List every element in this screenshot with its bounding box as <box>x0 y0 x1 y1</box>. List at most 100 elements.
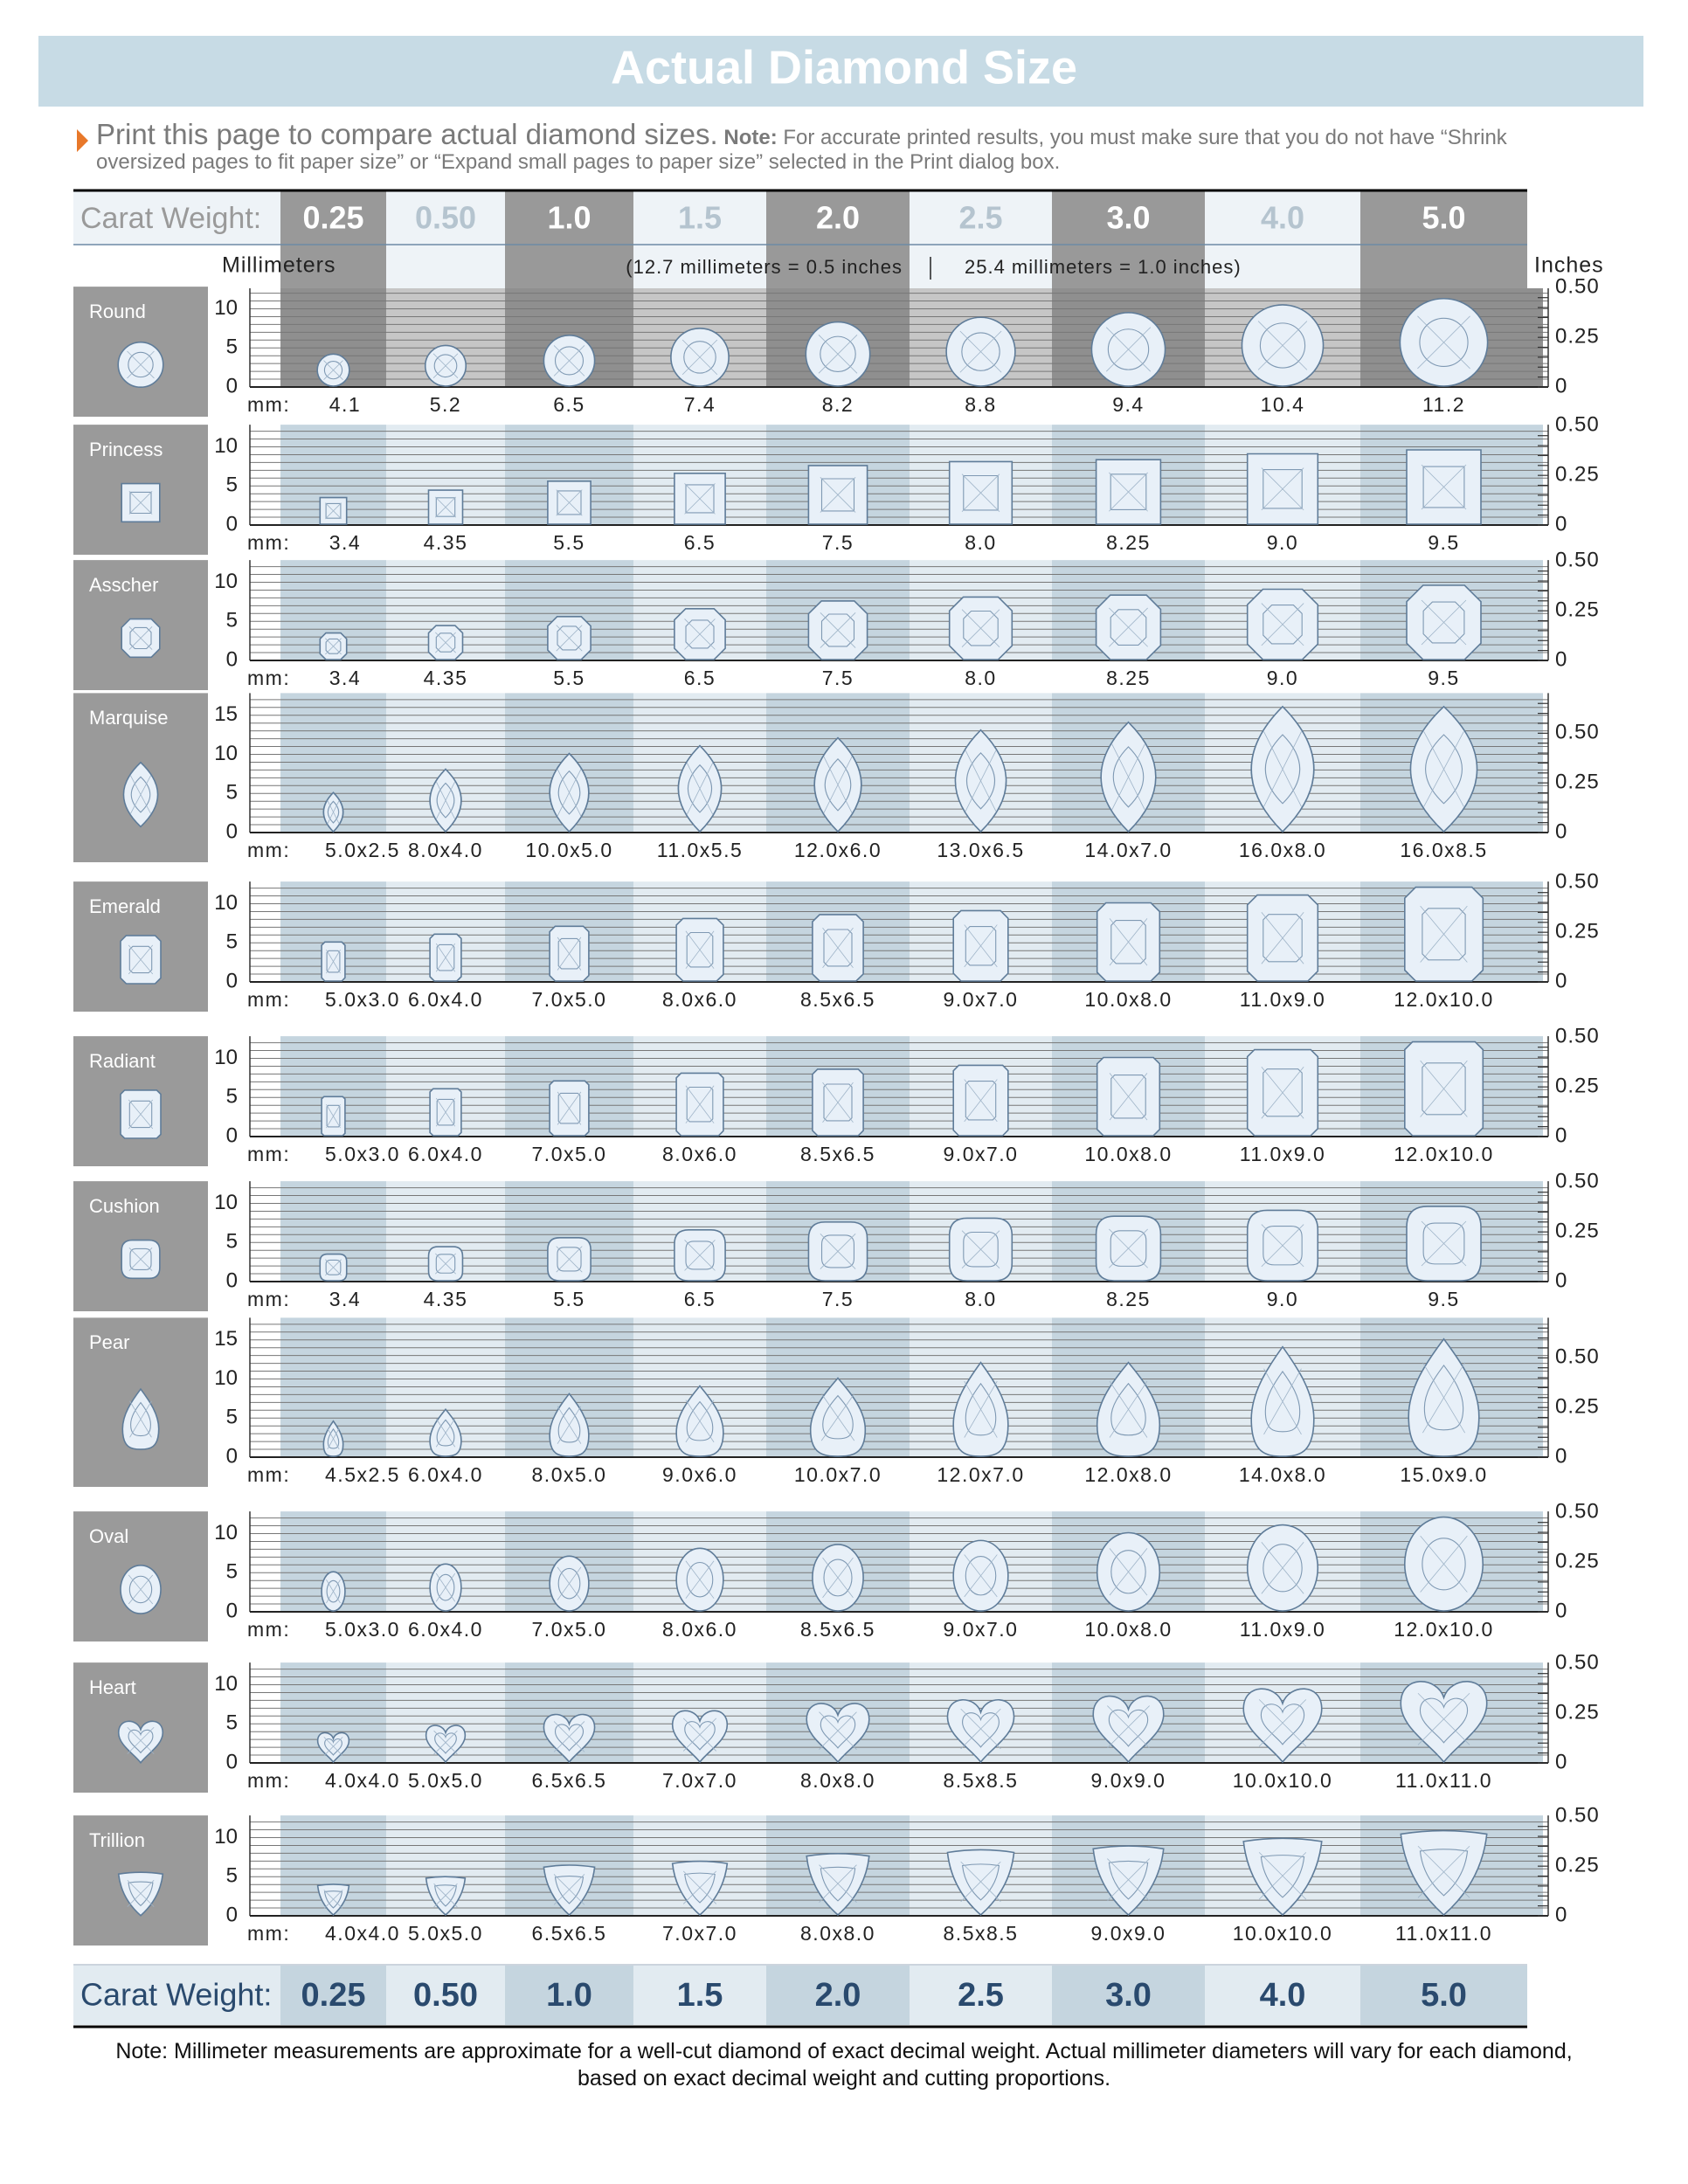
diamond-facet <box>1423 1365 1464 1431</box>
diamond-facet <box>684 1872 716 1904</box>
diamond-facet <box>1420 1535 1468 1593</box>
mm-tick-label: 10 <box>214 1366 238 1390</box>
diamond-facet <box>1107 328 1150 370</box>
mm-size: 10.0x5.0 <box>525 839 612 861</box>
carat-header: 2.5 <box>958 200 1002 236</box>
diamond-facet <box>1422 1537 1466 1591</box>
mm-prefix: mm: <box>247 667 290 689</box>
scale-note: (12.7 millimeters = 0.5 inches <box>626 256 903 278</box>
carat-header: 2.0 <box>816 200 860 236</box>
mm-tick-label: 5 <box>226 1230 238 1254</box>
diamond-facet <box>1263 1226 1303 1266</box>
mm-tick-label: 0 <box>226 1268 238 1292</box>
mm-size: 8.0x6.0 <box>662 1618 737 1641</box>
diamond-facet <box>1261 603 1304 646</box>
inch-tick-label: 0.50 <box>1555 1170 1600 1193</box>
mm-size: 4.5x2.5 <box>325 1463 400 1486</box>
diamond-facet <box>961 332 1000 371</box>
diamond-facet <box>433 1730 458 1755</box>
diamond-facet <box>1263 1368 1302 1435</box>
diamond-facet <box>326 949 341 974</box>
mm-tick-label: 10 <box>214 434 238 458</box>
carat-label: Carat Weight: <box>80 202 261 235</box>
diamond-facet <box>436 1098 455 1126</box>
diamond-facet <box>435 781 456 819</box>
diamond-facet <box>1105 327 1152 372</box>
diamond-facet <box>820 613 855 647</box>
diamond-facet <box>963 610 999 646</box>
inch-tick-label: 0.25 <box>1555 1550 1600 1573</box>
diamond-facet <box>820 1234 856 1269</box>
diamond-facet <box>965 1382 997 1436</box>
mm-band-cell <box>1205 245 1360 288</box>
diamond-facet <box>820 335 856 373</box>
note-label: Note: <box>723 126 778 149</box>
shape-name: Trillion <box>89 1829 145 1851</box>
diamond-facet <box>1110 1075 1146 1119</box>
diamond-facet <box>129 775 152 814</box>
shape-name: Princess <box>89 439 163 460</box>
mm-tick-label: 5 <box>226 1711 238 1735</box>
header-cell <box>505 190 633 245</box>
header-cell <box>280 190 386 245</box>
diamond-facet <box>128 1575 153 1604</box>
mm-size: 8.5x6.5 <box>800 1618 875 1641</box>
diamond-facet <box>822 927 854 969</box>
shape-name: Round <box>89 301 146 322</box>
diamond-facet <box>822 1557 854 1599</box>
inch-tick-label: 0 <box>1555 1903 1567 1926</box>
diamond-facet <box>820 1715 856 1749</box>
mm-tick-label: 10 <box>214 1191 238 1214</box>
mm-tick-label: 10 <box>214 891 238 915</box>
diamond-facet <box>1260 1855 1305 1898</box>
inch-tick-label: 0.50 <box>1555 870 1600 894</box>
mm-size: 9.5 <box>1428 667 1459 689</box>
shape-label-box <box>73 1662 208 1793</box>
diamond-facet <box>436 782 455 819</box>
diamond-facet <box>436 1573 455 1601</box>
diamond-facet <box>435 1254 456 1274</box>
diamond-facet <box>684 1240 716 1271</box>
mm-size: 5.5 <box>553 667 585 689</box>
diamond-facet <box>1108 1709 1149 1747</box>
mm-size: 7.0x7.0 <box>662 1769 737 1792</box>
mm-tick-label: 0 <box>226 1599 238 1622</box>
diamond-facet <box>325 502 342 520</box>
diamond-facet <box>688 764 712 813</box>
diamond-facet <box>1110 609 1147 646</box>
diamond-facet <box>553 1874 585 1905</box>
diamond-facet <box>323 1890 343 1910</box>
diamond-facet <box>1109 472 1148 512</box>
diamond-facet <box>433 1883 458 1908</box>
diamond-facet <box>961 1230 1000 1268</box>
mm-size: 8.5x8.5 <box>944 1769 1019 1792</box>
diamond-facet <box>1261 1224 1304 1268</box>
mm-size: 8.0 <box>965 531 996 554</box>
diamond-facet <box>128 1729 154 1754</box>
diamond-outline <box>671 1860 729 1917</box>
diamond-facet <box>1421 599 1467 646</box>
carat-header: 4.0 <box>1261 200 1304 236</box>
column-bg <box>1527 1181 1543 1282</box>
diamond-facet <box>1107 1705 1150 1749</box>
mm-size: 7.4 <box>684 393 716 416</box>
mm-size: 8.0 <box>965 667 996 689</box>
mm-tick-label: 10 <box>214 742 238 765</box>
mm-tick-label: 0 <box>226 819 238 843</box>
mm-size: 4.35 <box>424 1288 468 1310</box>
diamond-facet <box>556 1246 583 1273</box>
mm-size: 9.0x7.0 <box>944 1143 1019 1165</box>
mm-size: 3.4 <box>329 667 361 689</box>
diamond-facet <box>686 1400 714 1441</box>
diamond-facet <box>1111 743 1145 811</box>
diamond-facet <box>1112 746 1145 808</box>
diamond-facet <box>685 1085 715 1123</box>
note-text: For accurate printed results, you must m… <box>96 126 1507 174</box>
diamond-facet <box>324 1890 342 1909</box>
diamond-facet <box>326 1579 341 1604</box>
mm-size: 5.0x5.0 <box>408 1922 483 1945</box>
bottom-cell <box>386 1966 505 2025</box>
mm-size: 10.0x10.0 <box>1233 1922 1333 1945</box>
mm-tick-label: 0 <box>226 1750 238 1773</box>
